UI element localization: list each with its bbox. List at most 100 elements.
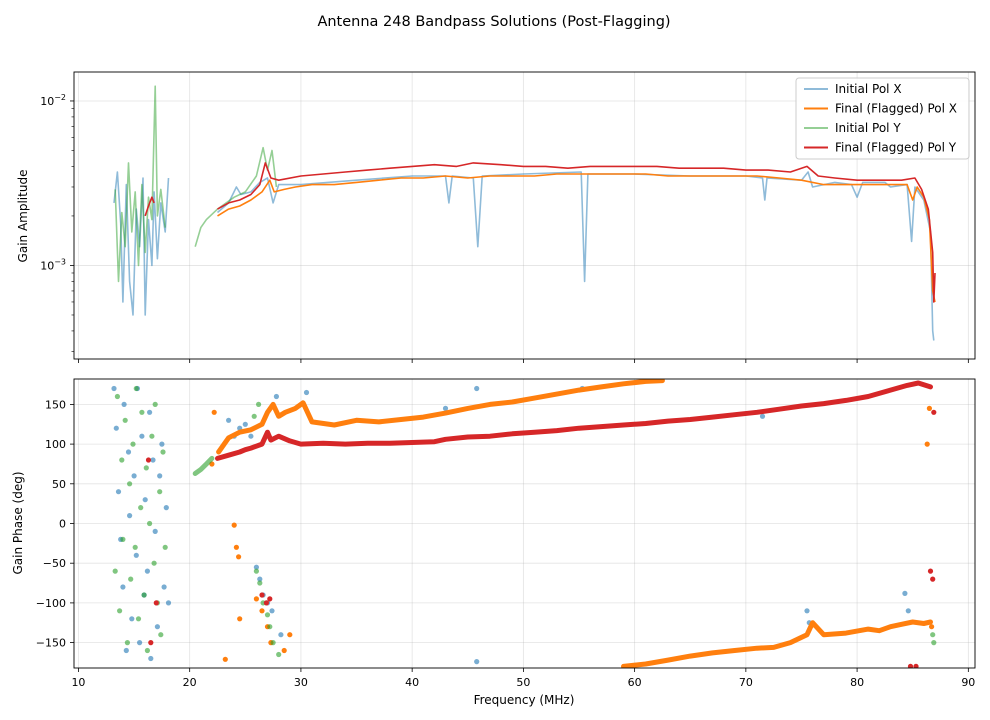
phase-point-initial-pol-y (120, 536, 126, 543)
phase-ytick-label--150: −150 (36, 637, 66, 650)
phase-point-initial-pol-y (135, 616, 142, 622)
phase-point-initial-pol-y (151, 560, 157, 566)
legend-entry-initial-pol-y: Initial Pol Y (804, 121, 901, 135)
phase-point-initial-pol-y (149, 433, 155, 439)
phase-point-initial-pol-y (117, 608, 123, 614)
phase-point-initial-pol-x (303, 389, 310, 396)
phase-xtick-label-60: 60 (628, 676, 642, 689)
phase-xtick-label-20: 20 (183, 676, 197, 689)
phase-point-final-flagged-pol-y (259, 592, 265, 598)
amplitude-line-final-flagged-pol-y-1 (217, 162, 936, 303)
phase-point-initial-pol-x (150, 457, 156, 463)
phase-ytick-label-0: 0 (59, 518, 66, 531)
amplitude-ytick-base: 10 (40, 95, 54, 108)
phase-point-initial-pol-x (804, 608, 810, 614)
phase-xlabel: Frequency (MHz) (474, 693, 575, 707)
phase-point-initial-pol-y (139, 409, 145, 415)
phase-point-initial-pol-y (141, 592, 147, 598)
phase-point-initial-pol-x (242, 421, 248, 427)
figure-title: Antenna 248 Bandpass Solutions (Post-Fla… (317, 14, 670, 30)
phase-point-initial-pol-x (144, 568, 150, 574)
phase-point-final-flagged-pol-x (281, 647, 287, 654)
phase-point-initial-pol-y (114, 393, 120, 400)
phase-dense-points-initial-pol-y-0 (192, 455, 215, 476)
amplitude-ytick-label: 10−3 (40, 257, 66, 272)
phase-point-initial-pol-x (165, 600, 172, 606)
phase-xtick-label-10: 10 (71, 676, 85, 689)
phase-dense-points-final-flagged-pol-x-1 (621, 619, 933, 668)
phase-point-initial-pol-x (257, 576, 263, 582)
legend-label-final-pol-x: Final (Flagged) Pol X (835, 102, 957, 116)
phase-point-initial-pol-y (270, 640, 276, 646)
phase-point-initial-pol-y (132, 544, 138, 550)
phase-point-initial-pol-x (147, 409, 153, 415)
phase-series-final-flagged-pol-y (145, 380, 937, 668)
phase-point-final-flagged-pol-x (259, 608, 265, 614)
phase-point-initial-pol-x (129, 616, 135, 622)
phase-point-initial-pol-x (133, 552, 139, 558)
phase-point-initial-pol-y (144, 647, 150, 654)
phase-point-final-flagged-pol-x (926, 405, 933, 411)
phase-point-initial-pol-x (474, 659, 480, 665)
phase-ytick-label--100: −100 (36, 597, 66, 610)
phase-point-initial-pol-y (256, 401, 262, 407)
amplitude-series-initial-pol-y (114, 85, 278, 283)
phase-point-final-flagged-pol-x (222, 656, 228, 662)
phase-point-initial-pol-y (147, 520, 153, 527)
phase-point-initial-pol-x (278, 632, 284, 638)
phase-point-initial-pol-y (264, 612, 271, 618)
phase-point-initial-pol-x (113, 425, 119, 431)
phase-point-initial-pol-y (162, 544, 168, 550)
phase-ytick-label-50: 50 (52, 478, 66, 491)
phase-point-initial-pol-y (112, 568, 118, 574)
phase-point-initial-pol-x (125, 449, 132, 455)
phase-point-initial-pol-y (931, 640, 937, 646)
amplitude-panel: 10−310−2 Gain Amplitude Initial Pol X Fi… (16, 71, 976, 363)
phase-dense-points-final-flagged-pol-y-0 (215, 380, 933, 461)
phase-point-initial-pol-x (253, 564, 259, 570)
phase-point-initial-pol-x (161, 584, 167, 590)
phase-series (111, 379, 937, 668)
phase-point-initial-pol-x (148, 655, 154, 662)
amplitude-line-final-flagged-pol-x-0 (217, 173, 936, 303)
phase-point-initial-pol-x (474, 385, 480, 392)
phase-point-final-flagged-pol-x (236, 554, 242, 560)
phase-point-initial-pol-y (251, 413, 257, 419)
phase-point-initial-pol-x (139, 433, 145, 439)
amplitude-ytick-label: 10−2 (40, 93, 66, 108)
amplitude-series-final-flagged-pol-x (217, 173, 936, 303)
phase-ytick-label-150: 150 (45, 398, 66, 411)
phase-point-final-flagged-pol-x (929, 624, 935, 630)
phase-point-initial-pol-x (121, 401, 127, 407)
phase-point-initial-pol-x (248, 433, 254, 439)
legend-entry-initial-pol-x: Initial Pol X (804, 82, 902, 96)
phase-point-initial-pol-y (157, 489, 163, 495)
phase-point-initial-pol-y (124, 640, 130, 646)
phase-ytick-label--50: −50 (43, 557, 66, 570)
legend-entry-final-pol-x: Final (Flagged) Pol X (804, 102, 957, 116)
phase-point-initial-pol-x (902, 590, 908, 597)
phase-point-final-flagged-pol-y (930, 576, 936, 582)
phase-point-initial-pol-y (253, 568, 259, 574)
phase-point-final-flagged-pol-y (267, 596, 273, 602)
phase-point-initial-pol-x (152, 528, 158, 535)
phase-point-initial-pol-y (122, 417, 128, 423)
amplitude-ytick-base: 10 (40, 259, 54, 272)
phase-point-initial-pol-y (138, 505, 144, 511)
phase-point-final-flagged-pol-x (924, 441, 930, 447)
phase-point-final-flagged-pol-x (233, 544, 239, 550)
phase-point-initial-pol-y (133, 385, 139, 392)
phase-point-final-flagged-pol-x (287, 632, 293, 638)
phase-point-initial-pol-x (123, 647, 129, 654)
phase-point-initial-pol-y (257, 580, 263, 586)
amplitude-ytick-exponent: −2 (54, 93, 66, 102)
phase-point-initial-pol-x (273, 393, 279, 400)
phase-point-final-flagged-pol-y (153, 600, 159, 606)
phase-xtick-label-50: 50 (516, 676, 530, 689)
phase-xtick-label-80: 80 (850, 676, 864, 689)
phase-point-initial-pol-x (115, 489, 122, 495)
phase-point-initial-pol-x (226, 417, 232, 423)
phase-point-initial-pol-y (158, 632, 164, 638)
phase-point-final-flagged-pol-y (148, 640, 154, 646)
